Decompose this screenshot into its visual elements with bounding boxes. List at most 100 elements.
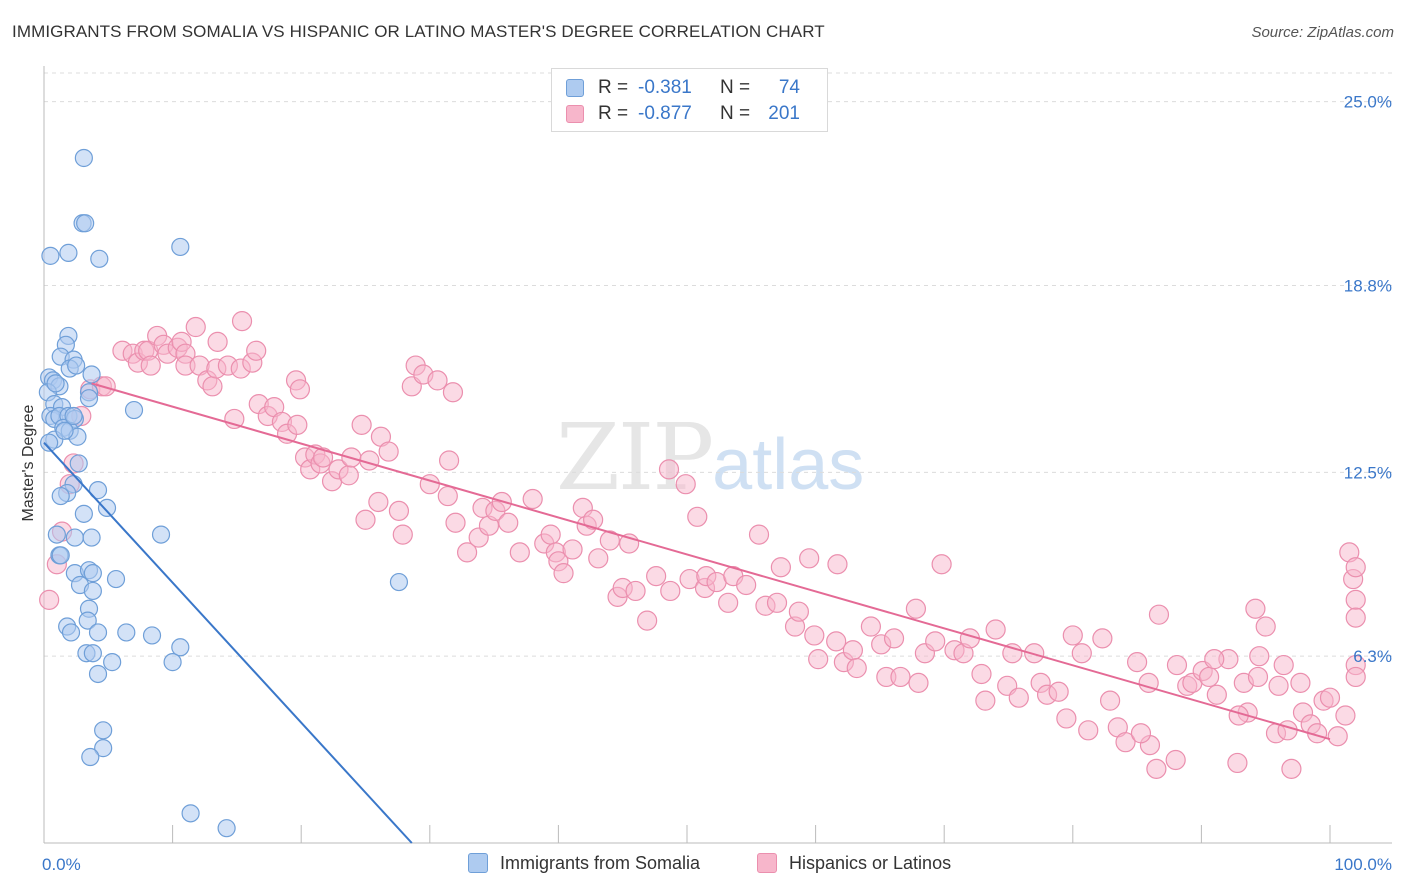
data-point-hispanics xyxy=(1165,749,1186,771)
data-point-hispanics xyxy=(1227,752,1248,774)
data-point-hispanics xyxy=(1115,732,1136,753)
legend-n-value: 74 xyxy=(778,77,800,98)
data-point-hispanics xyxy=(1056,708,1077,729)
data-point-somalia xyxy=(65,528,84,547)
data-point-somalia xyxy=(40,433,59,452)
data-point-hispanics xyxy=(442,382,464,403)
data-point-hispanics xyxy=(883,628,905,649)
data-point-hispanics xyxy=(637,610,658,631)
data-point-hispanics xyxy=(1062,625,1083,646)
data-point-hispanics xyxy=(748,524,770,545)
data-point-somalia xyxy=(181,804,200,823)
data-point-hispanics xyxy=(646,566,667,587)
data-point-somalia xyxy=(88,481,108,500)
data-point-somalia xyxy=(61,623,81,642)
data-point-hispanics xyxy=(202,376,223,397)
data-point-hispanics xyxy=(931,554,952,575)
axes xyxy=(43,66,1392,844)
data-point-somalia xyxy=(51,486,70,506)
data-point-somalia xyxy=(171,237,190,257)
data-point-hispanics xyxy=(1273,654,1294,676)
data-point-hispanics xyxy=(1008,687,1029,708)
data-point-somalia xyxy=(67,356,86,375)
legend-row-somalia: R = -0.381 N = 74 xyxy=(566,77,800,99)
data-point-hispanics xyxy=(766,592,788,613)
data-point-somalia xyxy=(46,374,65,393)
data-point-somalia xyxy=(78,611,97,630)
y-tick-label: 18.8% xyxy=(1344,277,1392,296)
data-point-somalia xyxy=(88,623,108,642)
data-point-hispanics xyxy=(388,500,410,521)
data-point-hispanics xyxy=(1327,726,1348,747)
data-point-hispanics xyxy=(231,310,253,332)
data-point-hispanics xyxy=(736,574,757,596)
data-point-hispanics xyxy=(770,557,791,578)
data-point-hispanics xyxy=(1268,675,1289,696)
data-point-hispanics xyxy=(808,649,829,670)
data-point-somalia xyxy=(217,819,236,838)
y-tick-label: 6.3% xyxy=(1353,647,1392,666)
data-point-hispanics xyxy=(351,414,372,435)
trend-lines xyxy=(43,382,1331,844)
data-point-somalia xyxy=(103,653,122,672)
data-point-hispanics xyxy=(427,370,448,391)
data-point-somalia xyxy=(142,626,162,645)
data-point-hispanics xyxy=(583,509,604,530)
data-point-hispanics xyxy=(660,580,681,602)
data-point-somalia xyxy=(74,504,93,523)
data-point-hispanics xyxy=(140,355,161,376)
data-point-hispanics xyxy=(827,554,848,575)
data-point-somalia xyxy=(69,454,88,473)
data-point-hispanics xyxy=(95,376,116,397)
data-point-somalia xyxy=(94,721,113,740)
data-point-hispanics xyxy=(445,512,466,533)
data-point-hispanics xyxy=(1206,684,1227,705)
data-point-hispanics xyxy=(287,414,308,435)
data-point-somalia xyxy=(83,564,102,583)
data-point-hispanics xyxy=(1092,628,1113,649)
data-point-hispanics xyxy=(826,631,847,652)
data-point-hispanics xyxy=(1130,723,1152,744)
data-point-hispanics xyxy=(625,580,646,602)
data-point-hispanics xyxy=(1166,654,1188,676)
data-point-somalia xyxy=(64,406,83,426)
data-point-hispanics xyxy=(522,488,543,510)
data-point-somalia xyxy=(83,644,102,663)
data-point-somalia xyxy=(79,389,99,408)
data-point-hispanics xyxy=(438,450,460,471)
bottom-legend-label-somalia: Immigrants from Somalia xyxy=(500,852,701,873)
y-tick-label: 12.5% xyxy=(1344,463,1392,482)
data-point-somalia xyxy=(171,638,190,657)
data-point-hispanics xyxy=(1126,652,1148,673)
data-point-hispanics xyxy=(378,441,399,462)
data-point-hispanics xyxy=(1290,672,1311,693)
data-point-hispanics xyxy=(658,459,680,480)
data-point-somalia xyxy=(51,546,70,565)
series-somalia-points xyxy=(38,148,409,838)
data-point-hispanics xyxy=(788,601,809,622)
data-point-somalia xyxy=(41,246,60,265)
data-point-hispanics xyxy=(185,316,206,338)
data-point-hispanics xyxy=(1204,649,1225,670)
data-point-hispanics xyxy=(39,589,60,610)
data-point-hispanics xyxy=(355,509,376,530)
data-point-hispanics xyxy=(392,524,413,545)
legend-n-value: 201 xyxy=(768,103,800,124)
data-point-hispanics xyxy=(1319,687,1341,708)
data-point-hispanics xyxy=(1148,604,1170,625)
tick-labels: 6.3% 12.5% 18.8% 25.0% 0.0% 100.0% xyxy=(42,93,1392,874)
data-point-hispanics xyxy=(207,331,228,352)
legend-r-value: -0.877 xyxy=(638,103,692,124)
data-point-hispanics xyxy=(437,485,458,507)
data-point-hispanics xyxy=(675,474,696,495)
data-point-hispanics xyxy=(890,666,911,688)
legend-r-label: R = xyxy=(598,103,629,124)
data-point-hispanics xyxy=(1099,690,1121,711)
data-point-hispanics xyxy=(1078,720,1099,741)
data-point-hispanics xyxy=(1199,666,1220,688)
data-point-hispanics xyxy=(925,631,946,652)
legend-n-label: N = xyxy=(720,103,751,124)
data-point-hispanics xyxy=(1245,598,1266,619)
data-point-somalia xyxy=(106,569,126,589)
